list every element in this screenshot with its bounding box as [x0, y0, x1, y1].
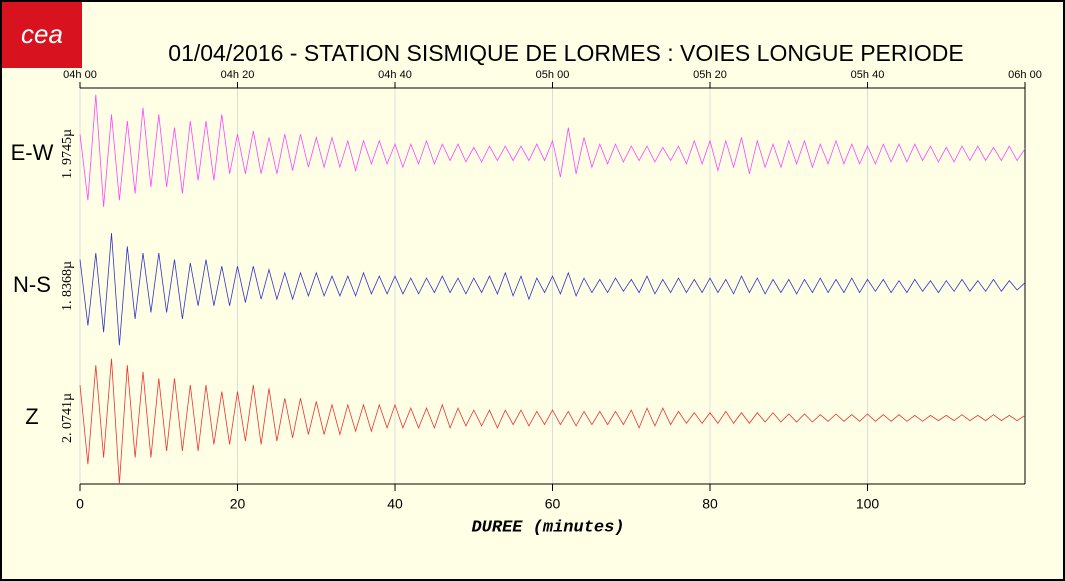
trace: [79, 358, 1026, 485]
logo-box: [2, 2, 82, 68]
x2-tick-label: 06h 00: [1008, 69, 1042, 81]
logo: cea: [21, 19, 63, 49]
x2-tick-label: 05h 40: [851, 69, 885, 81]
x-tick-label: 100: [856, 496, 880, 512]
x2-tick-label: 05h 00: [536, 69, 570, 81]
scale-label: 1. 9745µ: [60, 129, 75, 179]
trace: [79, 94, 1026, 207]
x-tick-label: 60: [545, 496, 561, 512]
x2-tick-label: 04h 20: [221, 69, 255, 81]
x-tick-label: 80: [702, 496, 718, 512]
x-tick-label: 40: [387, 496, 403, 512]
x-tick-label: 20: [230, 496, 246, 512]
x-axis-label: DUREE (minutes): [471, 518, 624, 537]
channel-name: N-S: [13, 272, 51, 297]
trace: [79, 233, 1026, 346]
channel-name: Z: [25, 404, 38, 429]
chart-title: 01/04/2016 - STATION SISMIQUE DE LORMES …: [168, 40, 963, 66]
x2-tick-label: 04h 00: [63, 69, 97, 81]
scale-label: 1. 8368µ: [60, 261, 75, 311]
scale-label: 2. 0741µ: [60, 393, 75, 443]
x2-tick-label: 04h 40: [378, 69, 412, 81]
x-tick-label: 0: [76, 496, 84, 512]
channel-name: E-W: [11, 140, 54, 165]
x2-tick-label: 05h 20: [693, 69, 727, 81]
